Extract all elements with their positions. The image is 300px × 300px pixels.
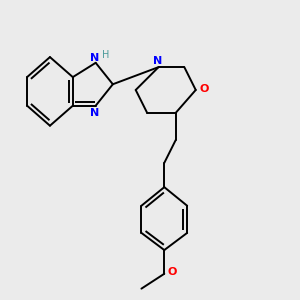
Text: O: O [200, 83, 209, 94]
Text: N: N [90, 53, 99, 63]
Text: N: N [153, 56, 163, 66]
Text: H: H [102, 50, 110, 60]
Text: O: O [168, 267, 177, 278]
Text: N: N [90, 108, 99, 118]
